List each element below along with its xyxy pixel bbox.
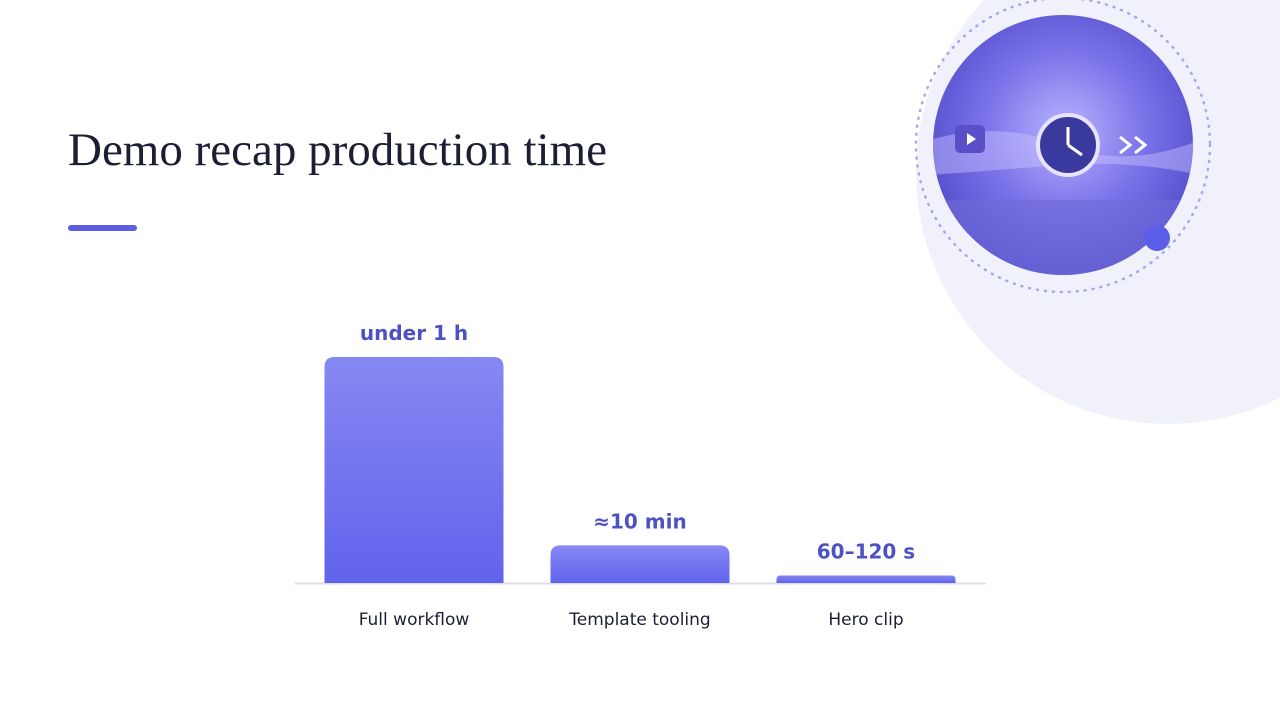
value-label: ≈10 min xyxy=(593,509,687,533)
accent-dot xyxy=(1144,225,1170,251)
x-tick-label: Template tooling xyxy=(568,610,710,630)
bar xyxy=(550,545,730,583)
value-label: under 1 h xyxy=(360,321,468,345)
bar xyxy=(324,357,504,583)
value-label: 60–120 s xyxy=(817,539,915,563)
title-underline xyxy=(68,225,137,231)
bar xyxy=(776,575,956,583)
chart-title: Demo recap production time xyxy=(68,124,607,176)
x-tick-label: Hero clip xyxy=(828,610,903,630)
dotted-ring xyxy=(914,0,1212,294)
x-tick-label: Full workflow xyxy=(359,610,470,630)
